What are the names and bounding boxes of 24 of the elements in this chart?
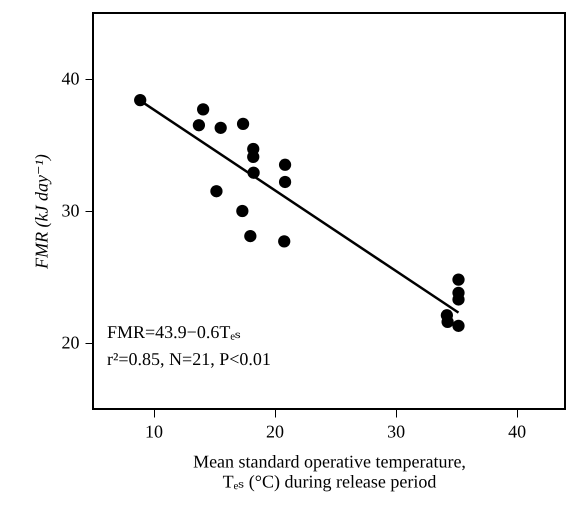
point: [210, 185, 223, 198]
point: [236, 204, 248, 218]
point: [244, 230, 256, 242]
x-tick-label: 30: [387, 422, 406, 442]
y-tick-label: 20: [62, 332, 80, 352]
y-axis-title: FMR (kJ day⁻¹): [32, 154, 52, 270]
point: [278, 158, 292, 171]
x-tick-label: 40: [508, 422, 526, 442]
x-tick-label: 10: [145, 422, 164, 442]
point: [197, 103, 210, 116]
annotation: r²=0.85, N=21, P<0.01: [107, 349, 271, 369]
point: [278, 176, 292, 188]
x-tick-label: 20: [266, 422, 284, 442]
point: [278, 235, 290, 248]
point: [192, 119, 206, 132]
y-tick-label: 30: [62, 200, 80, 220]
point: [452, 320, 465, 332]
point: [452, 274, 465, 286]
x-axis-title: Mean standard operative temperature, Tₑₛ (°C) during release period: [193, 452, 466, 492]
point: [236, 118, 250, 130]
point: [134, 94, 146, 106]
point: [214, 122, 227, 134]
annotation: FMR=43.9−0.6Tₑₛ: [107, 322, 241, 342]
y-tick-label: 40: [62, 68, 80, 88]
